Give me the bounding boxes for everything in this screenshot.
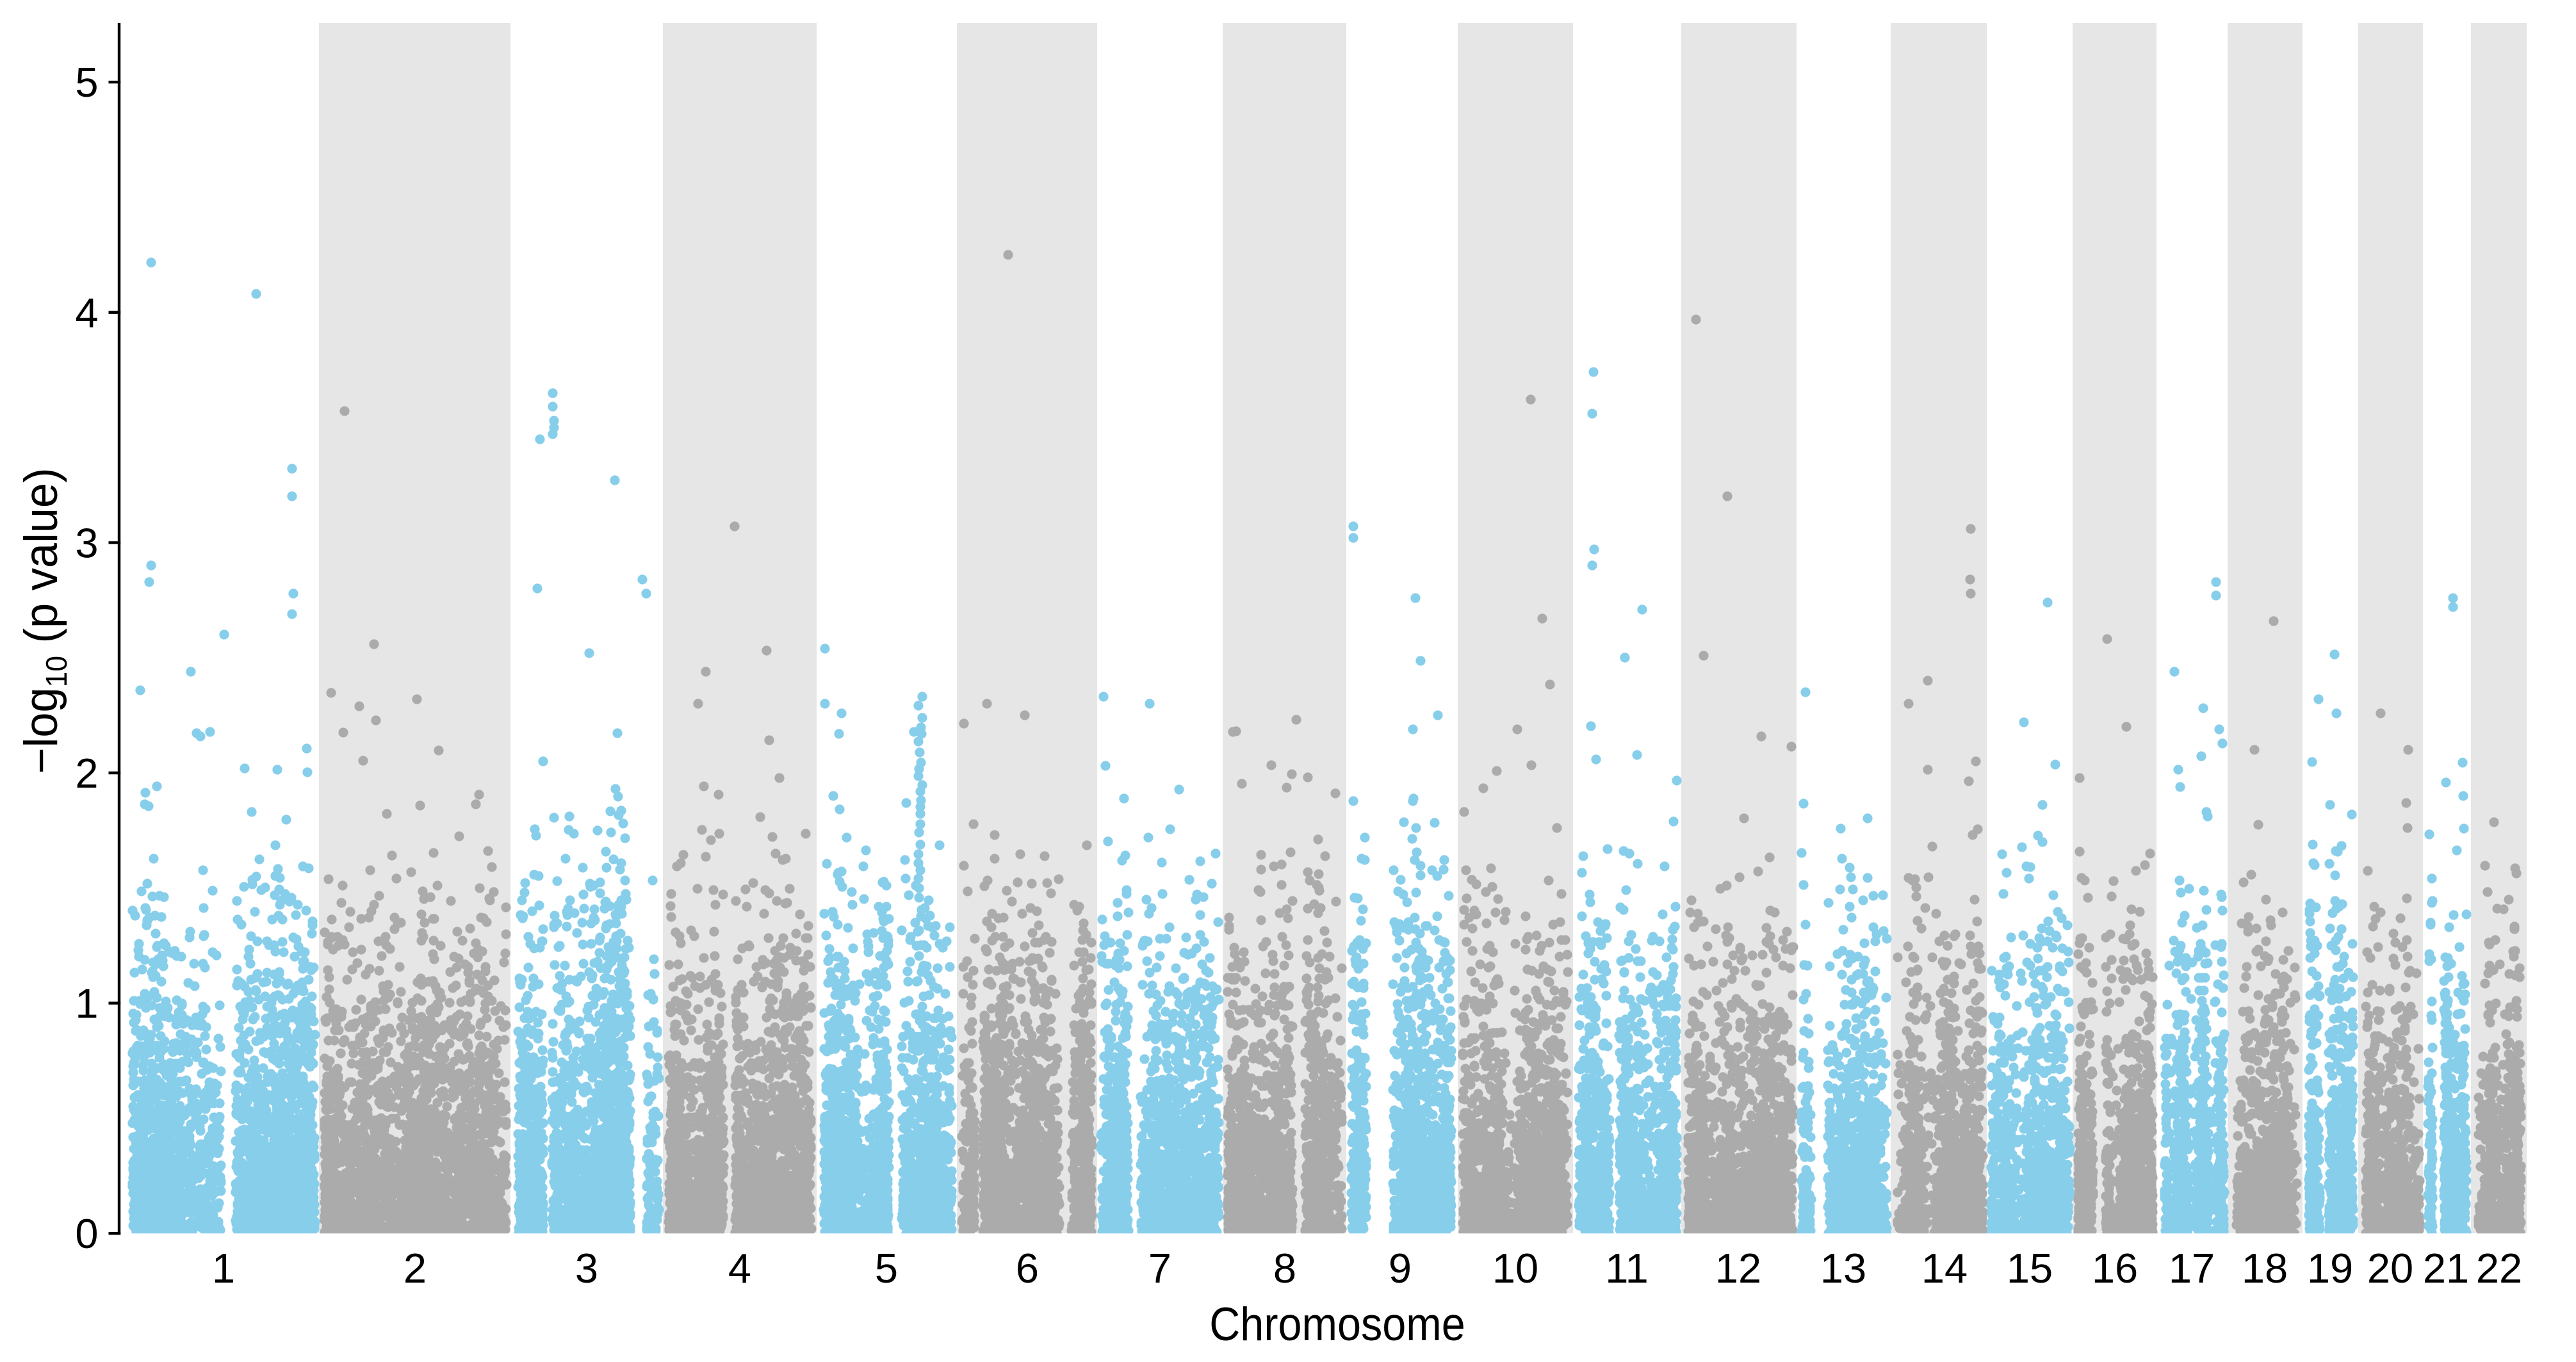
svg-text:4: 4 (728, 1245, 751, 1292)
svg-text:2: 2 (75, 750, 98, 797)
svg-text:10: 10 (1492, 1245, 1538, 1292)
svg-text:2: 2 (404, 1245, 427, 1292)
svg-text:19: 19 (2307, 1245, 2353, 1292)
svg-text:7: 7 (1148, 1245, 1171, 1292)
svg-text:22: 22 (2476, 1245, 2522, 1292)
svg-text:3: 3 (75, 519, 98, 566)
svg-text:21: 21 (2423, 1245, 2469, 1292)
svg-text:5: 5 (875, 1245, 898, 1292)
svg-text:0: 0 (75, 1210, 98, 1257)
svg-text:5: 5 (75, 59, 98, 106)
svg-text:1: 1 (212, 1245, 235, 1292)
svg-text:16: 16 (2092, 1245, 2138, 1292)
svg-text:17: 17 (2169, 1245, 2215, 1292)
svg-text:15: 15 (2007, 1245, 2053, 1292)
svg-text:20: 20 (2367, 1245, 2413, 1292)
svg-text:4: 4 (75, 289, 98, 336)
svg-text:−log10 (p value): −log10 (p value) (15, 467, 73, 774)
svg-text:Chromosome: Chromosome (1209, 1298, 1465, 1350)
svg-text:13: 13 (1820, 1245, 1866, 1292)
svg-text:12: 12 (1715, 1245, 1761, 1292)
svg-text:9: 9 (1389, 1245, 1412, 1292)
svg-text:3: 3 (575, 1245, 598, 1292)
svg-text:18: 18 (2242, 1245, 2288, 1292)
svg-text:6: 6 (1016, 1245, 1039, 1292)
svg-text:8: 8 (1273, 1245, 1296, 1292)
svg-text:11: 11 (1605, 1245, 1648, 1292)
svg-text:14: 14 (1921, 1245, 1968, 1292)
svg-text:1: 1 (75, 980, 98, 1027)
